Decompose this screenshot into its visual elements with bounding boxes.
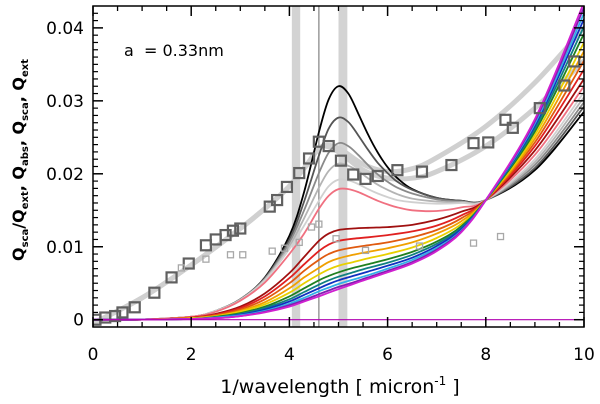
y-tick-label: 0.04 — [46, 19, 84, 39]
marker-light-9 — [332, 235, 340, 243]
marker-dark-11 — [226, 224, 240, 237]
marker-dark-27 — [467, 137, 480, 150]
x-axis-label-main: 1/wavelength [ micron — [220, 376, 434, 398]
x-axis-label-end: ] — [446, 376, 459, 398]
marker-dark-4 — [128, 301, 141, 314]
marker-dark-32 — [558, 79, 571, 92]
y-label-sub-0: sca — [20, 229, 31, 248]
marker-dark-3 — [116, 306, 129, 319]
y-label-sub-3: sca — [20, 102, 31, 121]
x-tick-label: 10 — [573, 345, 595, 365]
y-label-part-0: Q — [9, 247, 28, 261]
marker-light-1 — [202, 255, 210, 263]
y-label-sub-4: ext — [20, 59, 31, 77]
x-tick-label: 4 — [284, 345, 295, 365]
marker-dark-29 — [499, 113, 512, 126]
marker-dark-28 — [482, 136, 495, 149]
marker-light-7 — [307, 223, 316, 231]
marker-light-4 — [268, 247, 276, 255]
marker-dark-12 — [234, 222, 247, 235]
marker-dark-19 — [322, 139, 335, 153]
y-label-sub-2: abs — [20, 146, 31, 166]
marker-dark-5 — [148, 286, 161, 299]
marker-dark-20 — [334, 154, 348, 167]
y-tick-label: 0.01 — [46, 238, 84, 258]
marker-dark-23 — [371, 169, 384, 183]
marker-light-13 — [496, 232, 505, 241]
x-tick-label: 6 — [382, 345, 393, 365]
x-axis-label: 1/wavelength [ micron-1 ] — [220, 374, 459, 398]
marker-light-5 — [280, 244, 289, 252]
marker-light-3 — [239, 251, 247, 259]
marker-dark-26 — [445, 158, 458, 172]
y-axis-label-text: Qsca/Qext, Qabs, Qsca, Qext — [9, 59, 31, 261]
marker-dark-6 — [165, 271, 178, 284]
y-label-sub-1: ext — [20, 191, 31, 209]
x-tick-label: 8 — [480, 345, 491, 365]
marker-dark-33 — [568, 55, 581, 68]
marker-light-8 — [315, 220, 323, 228]
x-tick-label: 0 — [88, 345, 99, 365]
marker-light-2 — [226, 251, 235, 259]
marker-light-12 — [469, 239, 478, 247]
marker-dark-22 — [359, 172, 372, 186]
y-label-part-4: , Q — [9, 77, 28, 102]
marker-dark-24 — [391, 164, 404, 177]
marker-dark-30 — [506, 121, 519, 134]
y-label-part-1: /Q — [9, 209, 28, 228]
axes-layer: 0 2 4 6 8 10 0 0.01 0.02 0.03 0.04 — [46, 5, 595, 365]
marker-dark-14 — [271, 193, 284, 207]
marker-dark-21 — [347, 168, 360, 181]
series-magenta — [93, 6, 584, 321]
marker-dark-2 — [108, 309, 122, 323]
marker-dark-16 — [293, 166, 306, 180]
y-tick-label: 0 — [73, 311, 84, 331]
marker-light-0 — [177, 264, 186, 272]
marker-light-10 — [361, 246, 370, 255]
marker-light-11 — [415, 242, 424, 250]
marker-dark-13 — [263, 200, 276, 213]
annotation-label: a = 0.33nm — [124, 41, 224, 60]
series-pink — [93, 85, 584, 321]
y-label-part-3: , Q — [9, 121, 28, 146]
marker-layer — [93, 55, 581, 326]
x-axis-label-sup: -1 — [434, 374, 446, 388]
marker-dark-15 — [280, 180, 294, 194]
x-tick-label: 2 — [186, 345, 197, 365]
band-4.1 — [291, 6, 301, 327]
marker-dark-17 — [302, 152, 316, 165]
y-tick-label: 0.03 — [46, 92, 84, 112]
y-axis-label: Qsca/Qext, Qabs, Qsca, Qext — [9, 59, 31, 261]
y-label-part-2: , Q — [9, 166, 28, 191]
marker-dark-31 — [533, 102, 546, 115]
y-tick-label: 0.02 — [46, 165, 84, 185]
marker-dark-7 — [182, 257, 195, 270]
marker-dark-25 — [415, 165, 429, 178]
marker-light-6 — [295, 238, 303, 247]
